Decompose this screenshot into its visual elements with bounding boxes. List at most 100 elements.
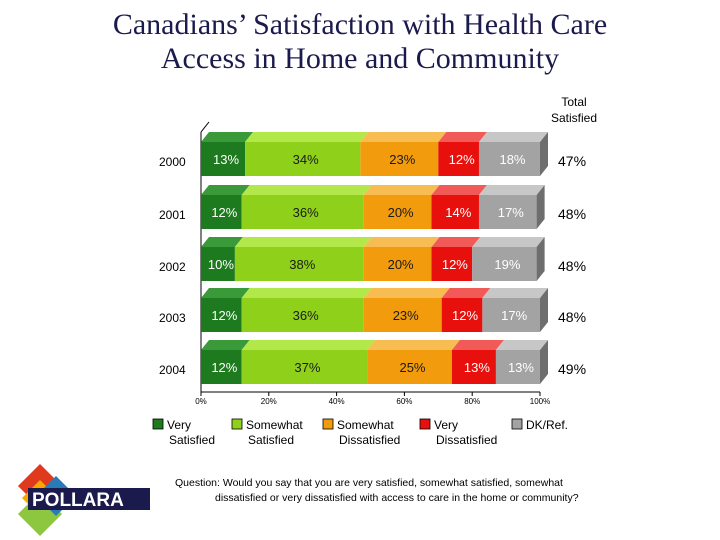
- x-tick-label: 100%: [530, 397, 550, 406]
- pollara-logo: POLLARA: [18, 464, 150, 536]
- bar-value-label: 12%: [449, 152, 475, 167]
- bar-value-label: 20%: [388, 257, 414, 272]
- chart-title: Canadians’ Satisfaction with Health Care…: [0, 8, 720, 76]
- category-label: 2003: [159, 311, 186, 325]
- bar-top-face: [201, 340, 250, 350]
- bar-segment: [241, 350, 368, 384]
- bar-segment: [201, 195, 242, 229]
- legend-label-line-2: Dissatisfied: [339, 433, 400, 447]
- x-tick-label: 40%: [329, 397, 345, 406]
- legend-label-line-2: Dissatisfied: [436, 433, 497, 447]
- x-tick-label: 80%: [464, 397, 480, 406]
- bar-value-label: 10%: [208, 257, 234, 272]
- bar-value-label: 12%: [211, 205, 237, 220]
- bar-value-label: 17%: [498, 205, 524, 220]
- axis-depth-edge: [200, 121, 210, 133]
- bar-value-label: 12%: [452, 308, 478, 323]
- bar-segment: [363, 298, 442, 332]
- bar-segment: [438, 142, 479, 176]
- bar-value-label: 12%: [211, 308, 237, 323]
- bar-side-face: [536, 237, 545, 281]
- x-tick-label: 60%: [396, 397, 412, 406]
- bar-value-label: 37%: [294, 360, 320, 375]
- bar-segment: [478, 142, 540, 176]
- bar-value-label: 36%: [293, 205, 319, 220]
- bar-value-label: 23%: [389, 152, 415, 167]
- legend-swatch: [152, 418, 164, 430]
- total-satisfied-value: 48%: [558, 309, 586, 325]
- bar-top-face: [363, 288, 450, 298]
- bar-value-label: 12%: [211, 360, 237, 375]
- bar-side-face: [540, 288, 548, 332]
- bar-value-label: 18%: [499, 152, 525, 167]
- bar-segment: [363, 195, 432, 229]
- total-satisfied-value: 48%: [558, 258, 586, 274]
- bar-value-label: 13%: [508, 360, 534, 375]
- legend-label-line-2: Satisfied: [248, 433, 294, 447]
- bar-segment: [201, 247, 235, 281]
- category-label: 2001: [159, 208, 186, 222]
- x-tick-label: 0%: [195, 397, 207, 406]
- bar-top-face: [363, 237, 440, 247]
- bar-value-label: 13%: [464, 360, 490, 375]
- bar-top-face: [234, 237, 372, 247]
- bar-segment: [431, 247, 473, 281]
- bar-top-face: [431, 185, 487, 195]
- category-label: 2000: [159, 155, 186, 169]
- bar-value-label: 20%: [388, 205, 414, 220]
- bar-top-face: [367, 340, 460, 350]
- bar-segment: [472, 247, 537, 281]
- legend-label-line-1: Very: [434, 418, 458, 432]
- bar-segment: [441, 298, 483, 332]
- bar-segment: [451, 350, 496, 384]
- legend-swatch: [231, 418, 243, 430]
- question-line-1: Question: Would you say that you are ver…: [175, 477, 563, 489]
- bar-segment: [241, 298, 364, 332]
- bar-top-face: [360, 132, 447, 142]
- bar-side-face: [540, 340, 548, 384]
- bar-segment: [495, 350, 540, 384]
- bar-top-face: [438, 132, 487, 142]
- bar-segment: [234, 247, 364, 281]
- bar-value-label: 13%: [213, 152, 239, 167]
- bar-top-face: [482, 288, 548, 298]
- logo-text: POLLARA: [32, 490, 124, 511]
- category-label: 2002: [159, 260, 186, 274]
- bar-top-face: [241, 288, 372, 298]
- bar-value-label: 36%: [293, 308, 319, 323]
- bar-value-label: 19%: [494, 257, 520, 272]
- bar-value-label: 25%: [399, 360, 425, 375]
- bar-top-face: [201, 237, 243, 247]
- bar-top-face: [431, 237, 481, 247]
- total-header-line-1: Total: [561, 95, 586, 109]
- bar-top-face: [245, 132, 369, 142]
- bar-top-face: [495, 340, 548, 350]
- bar-top-face: [201, 132, 254, 142]
- title-line-2: Access in Home and Community: [160, 42, 560, 75]
- bar-segment: [367, 350, 452, 384]
- bar-top-face: [441, 288, 491, 298]
- bar-value-label: 34%: [293, 152, 319, 167]
- total-satisfied-value: 47%: [558, 153, 586, 169]
- bar-segment: [360, 142, 439, 176]
- legend-swatch: [511, 418, 523, 430]
- bar-top-face: [478, 185, 545, 195]
- bar-top-face: [241, 340, 376, 350]
- legend-label: DK/Ref.: [526, 418, 568, 432]
- bar-value-label: 23%: [393, 308, 419, 323]
- bar-segment: [201, 350, 242, 384]
- bar-top-face: [451, 340, 504, 350]
- bar-segment: [482, 298, 540, 332]
- legend-label-line-1: Somewhat: [337, 418, 394, 432]
- category-label: 2004: [159, 363, 186, 377]
- bar-segment: [363, 247, 432, 281]
- bar-segment: [431, 195, 479, 229]
- total-header-line-2: Satisfied: [551, 111, 597, 125]
- bar-segment: [201, 142, 246, 176]
- legend-label-line-1: Very: [167, 418, 191, 432]
- bar-top-face: [478, 132, 548, 142]
- bar-top-face: [363, 185, 440, 195]
- logo-band: [28, 488, 150, 510]
- bar-value-label: 14%: [445, 205, 471, 220]
- legend-swatch: [419, 418, 431, 430]
